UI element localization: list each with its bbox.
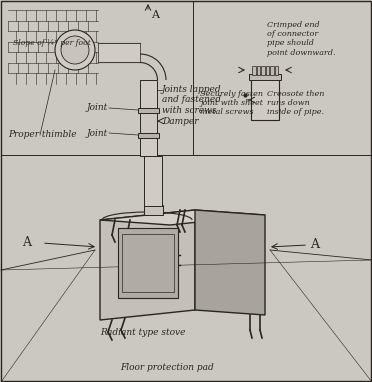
Polygon shape [118,228,178,298]
Bar [266,66,269,75]
Text: Crimped end
of connector
pipe should
point downward.: Crimped end of connector pipe should poi… [267,21,336,57]
Bar [98,43,140,62]
Text: Joint: Joint [87,104,108,113]
Polygon shape [100,210,265,225]
Text: Joint: Joint [87,128,108,138]
Text: Creosote then
runs down
inside of pipe.: Creosote then runs down inside of pipe. [267,90,324,117]
Text: Damper: Damper [162,117,199,126]
Polygon shape [15,320,355,372]
Bar [8,10,98,85]
Bar [138,133,159,138]
Text: Proper thimble: Proper thimble [8,130,77,139]
Bar [257,66,260,75]
Bar [252,66,256,75]
Bar [138,108,159,113]
Polygon shape [195,210,265,315]
Bar [270,66,273,75]
Text: A: A [310,238,319,251]
Bar [144,156,162,206]
Bar [196,18,368,153]
Text: Joints lapped
and fastened
with screws: Joints lapped and fastened with screws [162,85,222,115]
Text: Securely fasten
joint with sheet
metal screws: Securely fasten joint with sheet metal s… [200,90,263,117]
Text: A: A [151,10,159,20]
Text: Floor protection pad: Floor protection pad [120,364,214,372]
Bar [140,80,157,108]
Circle shape [55,30,95,70]
Text: Slope of ¼" per foot: Slope of ¼" per foot [13,39,91,47]
Bar [249,74,281,80]
Bar [261,66,264,75]
Bar [140,138,157,156]
Polygon shape [100,210,195,320]
Text: Radiant type stove: Radiant type stove [100,328,186,337]
Bar [275,66,278,75]
Circle shape [61,36,89,64]
Bar [140,113,157,133]
Bar [144,205,163,215]
Bar [251,78,279,120]
Text: A: A [22,236,31,249]
